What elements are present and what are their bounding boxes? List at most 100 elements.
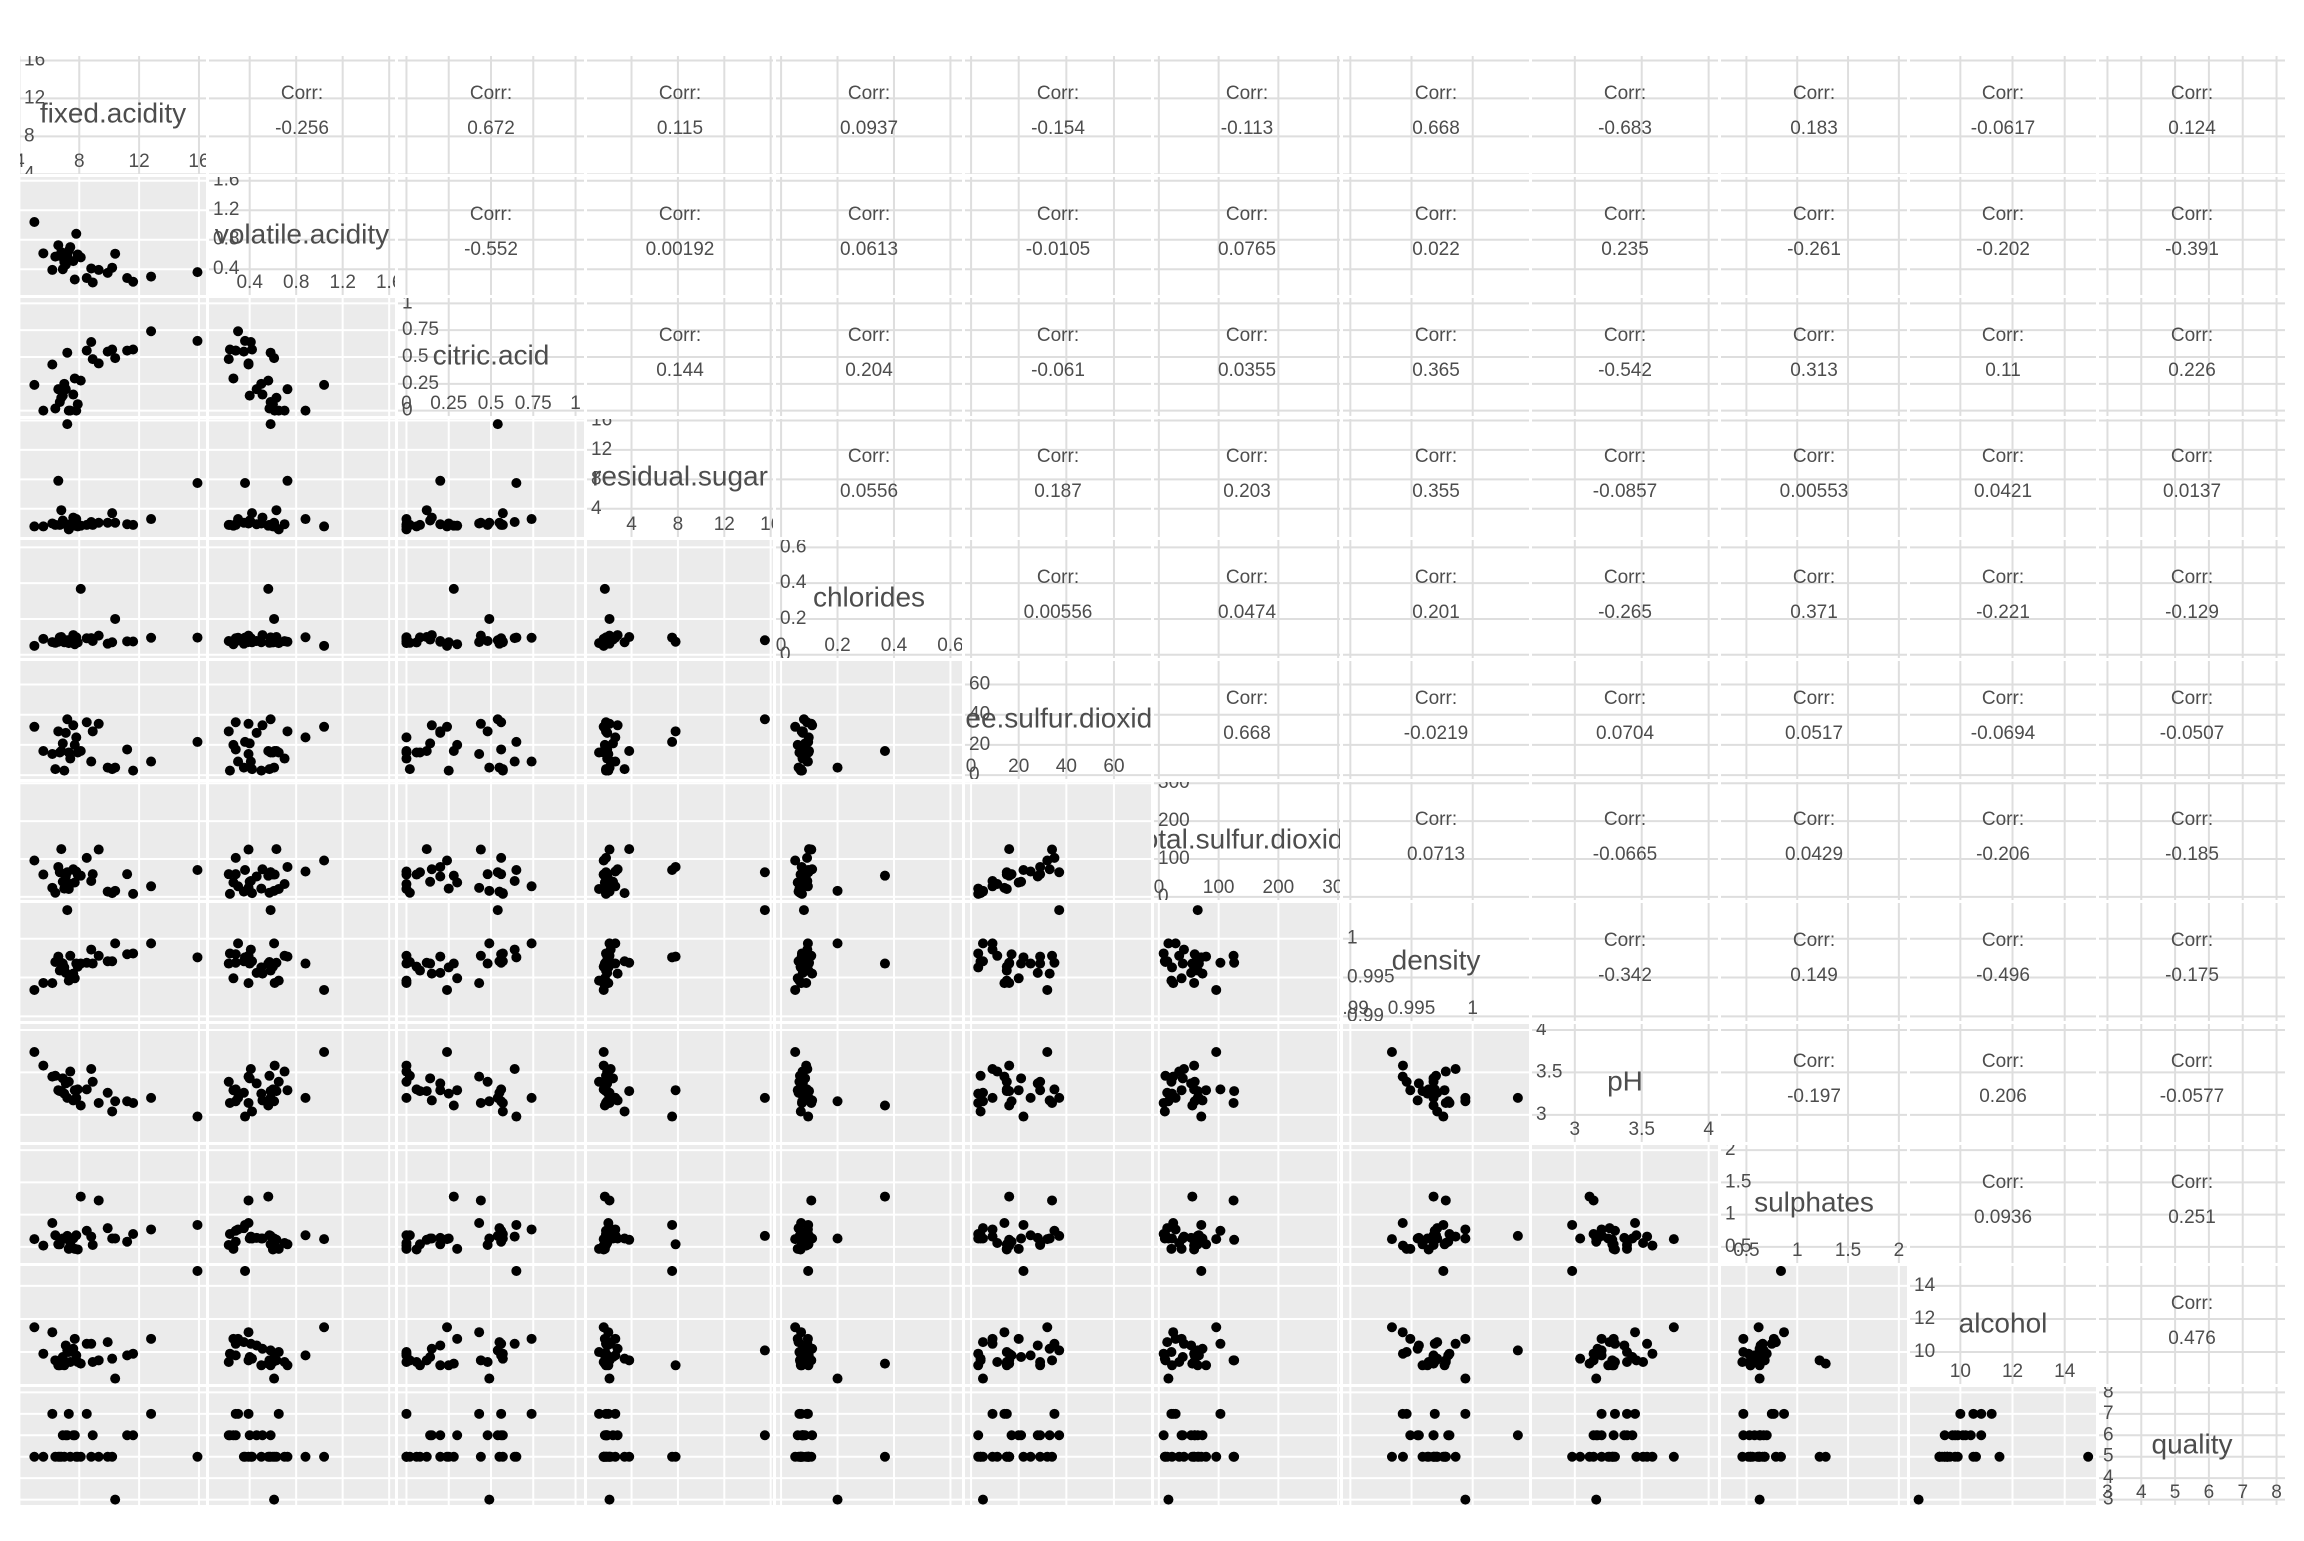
point xyxy=(1405,1243,1416,1254)
point xyxy=(435,1451,446,1462)
point xyxy=(1004,1191,1015,1202)
corr-label: Corr: xyxy=(1604,809,1646,830)
panel: Corr: -0.261 xyxy=(1721,177,1907,295)
corr-label: Corr: xyxy=(1226,446,1268,467)
point xyxy=(57,264,68,275)
panel: Corr: 0.0429 xyxy=(1721,782,1907,900)
point xyxy=(1032,967,1043,978)
point xyxy=(452,877,463,888)
point xyxy=(245,944,256,955)
point xyxy=(1189,1356,1200,1367)
panel-background xyxy=(776,540,962,658)
point xyxy=(256,1360,267,1371)
point xyxy=(192,1266,203,1276)
point xyxy=(128,1228,139,1239)
point xyxy=(1016,876,1027,887)
point xyxy=(1004,844,1015,855)
point xyxy=(47,359,58,370)
panel xyxy=(398,782,584,900)
point xyxy=(265,714,276,725)
corr-label: Corr: xyxy=(1226,567,1268,588)
panel: Corr: 0.0355 xyxy=(1154,298,1340,416)
point xyxy=(509,516,520,527)
point xyxy=(29,1322,40,1333)
point xyxy=(69,1243,80,1254)
point xyxy=(802,944,813,955)
point xyxy=(977,1087,988,1098)
point xyxy=(1054,867,1065,878)
point xyxy=(795,747,806,758)
point xyxy=(1779,1327,1790,1338)
point xyxy=(256,883,267,894)
corr-label: Corr: xyxy=(1226,688,1268,709)
point xyxy=(599,1243,610,1254)
corr-label: Corr: xyxy=(848,325,890,346)
point xyxy=(1619,1232,1630,1243)
point xyxy=(128,1097,139,1108)
point xyxy=(243,718,254,729)
corr-label: Corr: xyxy=(1793,809,1835,830)
point xyxy=(492,905,503,916)
point xyxy=(257,968,268,979)
panel: Corr: -0.221 xyxy=(1910,540,2096,658)
point xyxy=(1444,1430,1455,1441)
corr-label: Corr: xyxy=(1415,446,1457,467)
corr-label: Corr: xyxy=(2171,446,2213,467)
y-tick-label: 0.4 xyxy=(213,258,240,279)
point xyxy=(1032,1078,1043,1089)
point xyxy=(271,505,282,516)
panel xyxy=(398,540,584,658)
point xyxy=(86,1451,97,1462)
point xyxy=(53,726,64,737)
x-tick-label: 40 xyxy=(1056,756,1077,777)
panel: Corr: -0.0577 xyxy=(2099,1024,2285,1142)
point xyxy=(56,745,67,756)
point xyxy=(604,613,615,624)
panel-background xyxy=(2099,1145,2285,1263)
point xyxy=(426,630,437,641)
variable-name: chlorides xyxy=(813,581,925,612)
point xyxy=(759,1345,770,1356)
panel: Corr: 0.0137 xyxy=(2099,419,2285,537)
corr-label: Corr: xyxy=(1037,446,1079,467)
point xyxy=(1035,951,1046,962)
point xyxy=(282,384,293,395)
panel-background xyxy=(1154,419,1340,537)
point xyxy=(1738,1430,1749,1441)
point xyxy=(1170,938,1181,949)
point xyxy=(1025,1092,1036,1103)
point xyxy=(69,373,80,384)
point xyxy=(497,1097,508,1108)
point xyxy=(192,1219,203,1230)
point xyxy=(973,888,984,899)
y-tick-label: 0 xyxy=(402,400,413,421)
point xyxy=(1460,1233,1471,1244)
point xyxy=(425,738,436,749)
point xyxy=(300,732,311,743)
x-tick-label: 0.2 xyxy=(824,635,850,656)
point xyxy=(497,1228,508,1239)
point xyxy=(1189,1451,1200,1462)
point xyxy=(1196,1111,1207,1122)
corr-label: Corr: xyxy=(1982,930,2024,951)
panel: Corr: 0.313 xyxy=(1721,298,1907,416)
point xyxy=(484,1233,495,1244)
point xyxy=(319,1322,330,1333)
panel-background xyxy=(1154,782,1340,900)
point xyxy=(81,345,92,356)
point xyxy=(238,762,249,773)
panel-background xyxy=(20,177,206,295)
panel-background xyxy=(1721,782,1907,900)
point xyxy=(1439,1085,1450,1096)
point xyxy=(509,1231,520,1242)
panel-background xyxy=(1154,540,1340,658)
point xyxy=(594,1076,605,1087)
panel: Corr: -0.202 xyxy=(1910,177,2096,295)
point xyxy=(987,875,998,886)
point xyxy=(759,714,770,725)
point xyxy=(228,973,239,984)
point xyxy=(1608,1333,1619,1344)
panel: Corr: 0.149 xyxy=(1721,903,1907,1021)
point xyxy=(300,632,311,643)
